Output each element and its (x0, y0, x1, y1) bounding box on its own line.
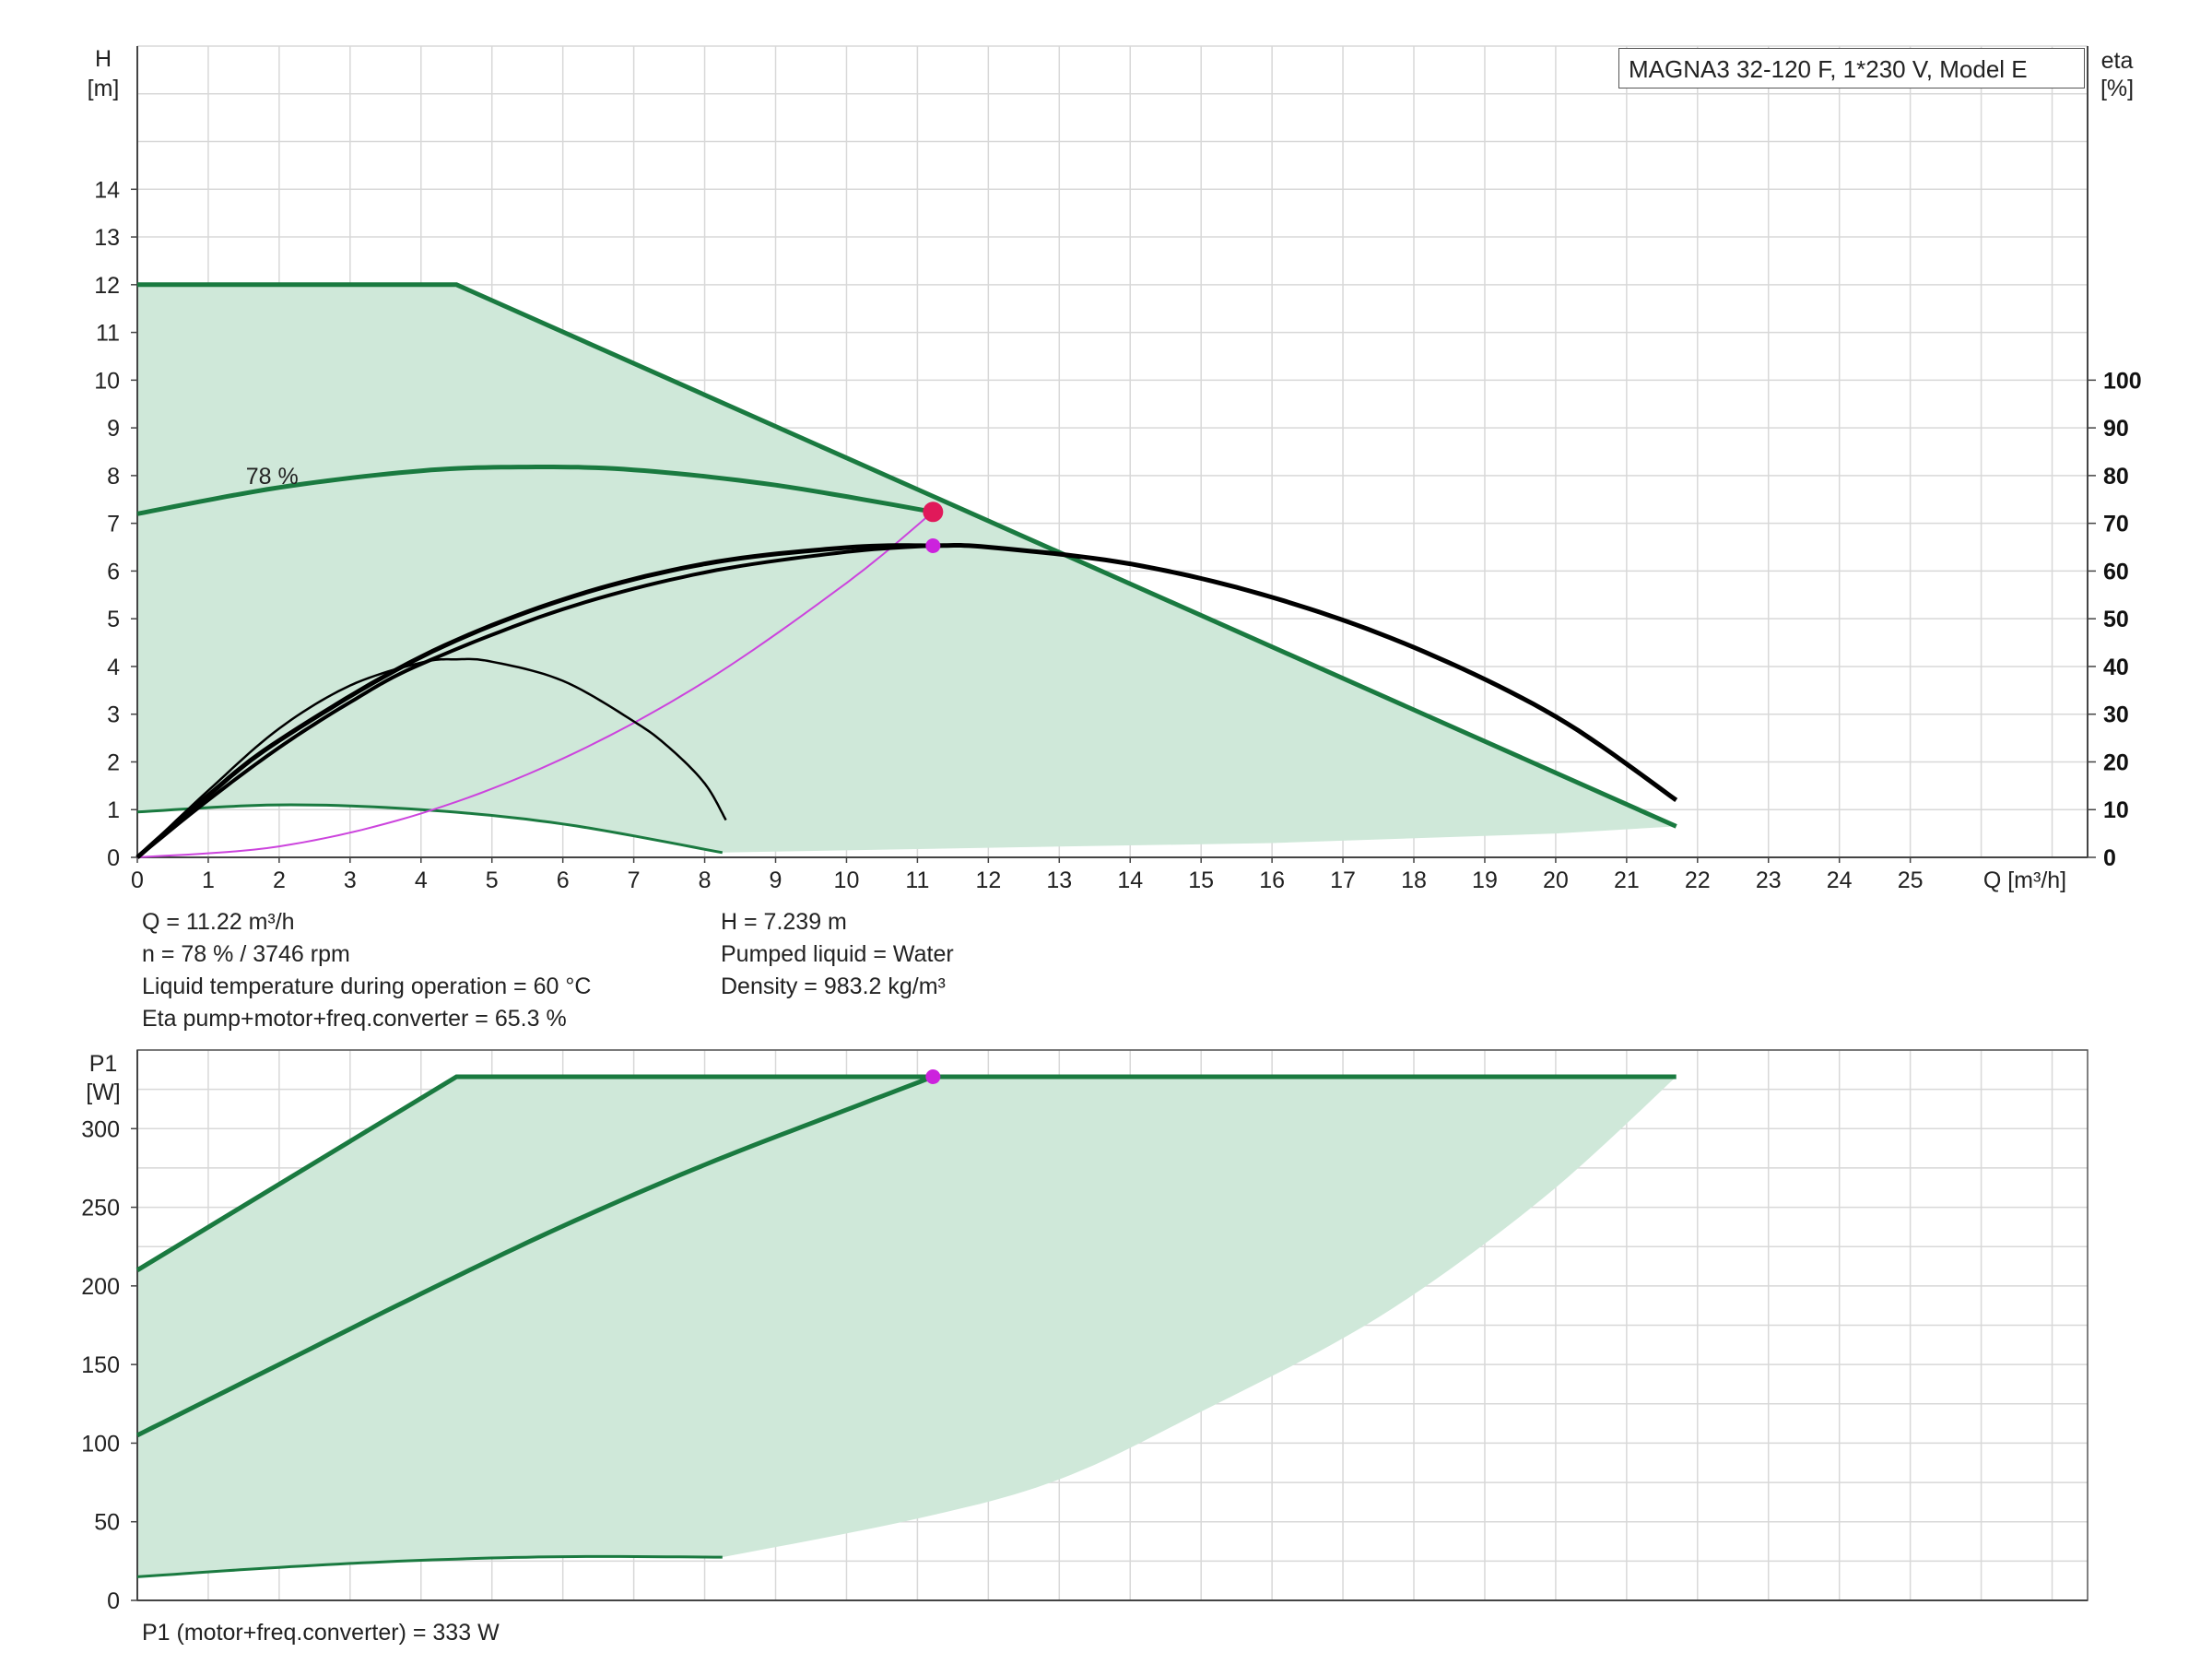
min-curve-line (136, 803, 724, 855)
eta-tick-label: 10 (2103, 797, 2129, 823)
info-flow: Q = 11.22 m³/h (142, 909, 295, 935)
operating-range-fill (137, 284, 1677, 857)
info-liquid-temp: Liquid temperature during operation = 60… (142, 974, 592, 999)
x-tick-label: 9 (770, 867, 782, 893)
power-y-tick-label: 300 (81, 1116, 120, 1142)
eta-tick-label: 50 (2103, 607, 2129, 632)
x-tick-label: 1 (202, 867, 215, 893)
system-curve-line (136, 511, 934, 858)
power-y-tick-label: 250 (81, 1196, 120, 1221)
x-tick-label: 24 (1827, 867, 1853, 893)
x-tick-label: 13 (1046, 867, 1072, 893)
y-tick-label: 3 (107, 702, 120, 728)
power-y-tick-label: 50 (94, 1510, 120, 1536)
y-tick-label: 2 (107, 749, 120, 775)
min-power-line (136, 1554, 723, 1578)
x-tick-label: 4 (415, 867, 428, 893)
eta-axis-unit: [%] (2100, 76, 2134, 101)
power-y-tick-label: 200 (81, 1274, 120, 1300)
info-pumped-liquid: Pumped liquid = Water (721, 941, 954, 967)
power-duty-point (925, 1068, 941, 1084)
eta-max-line (135, 543, 1678, 859)
y-tick-label: 0 (107, 845, 120, 871)
x-tick-label: 2 (273, 867, 286, 893)
info-head: H = 7.239 m (721, 909, 847, 935)
power-axis-unit: [W] (86, 1080, 121, 1105)
x-tick-label: 16 (1259, 867, 1285, 893)
x-tick-label: 23 (1756, 867, 1782, 893)
eta-tick-label: 100 (2103, 368, 2142, 394)
max-power-line (135, 1074, 1677, 1272)
x-tick-label: 20 (1543, 867, 1569, 893)
model-title-box: MAGNA3 32-120 F, 1*230 V, Model E (1618, 48, 2085, 89)
info-left: Q = 11.22 m³/h n = 78 % / 3746 rpm Liqui… (142, 906, 591, 1035)
info-speed: n = 78 % / 3746 rpm (142, 941, 350, 967)
y-tick-label: 11 (96, 321, 120, 347)
power-axis-label: P1 (89, 1051, 118, 1077)
eta-tick-label: 60 (2103, 559, 2129, 584)
x-tick-label: 10 (834, 867, 860, 893)
y-tick-label: 4 (107, 655, 120, 680)
eta-duty-line (135, 544, 934, 859)
eta-tick-label: 30 (2103, 702, 2129, 728)
power-y-tick-label: 0 (107, 1588, 120, 1614)
info-power: P1 (motor+freq.converter) = 333 W (142, 1620, 500, 1646)
x-tick-label: 12 (975, 867, 1001, 893)
duty-speed-curve-line (136, 465, 934, 516)
speed-annotation: 78 % (246, 464, 299, 490)
y-tick-label: 14 (94, 177, 120, 203)
eta-tick-label: 80 (2103, 464, 2129, 490)
power-y-tick-label: 100 (81, 1431, 120, 1457)
x-tick-label: 6 (557, 867, 570, 893)
eta-min-line (136, 657, 727, 858)
x-tick-label: 22 (1685, 867, 1711, 893)
y-tick-label: 13 (94, 225, 120, 251)
y-tick-label: 12 (94, 273, 120, 299)
eta-tick-label: 70 (2103, 512, 2129, 537)
eta-duty-point (925, 537, 941, 553)
duty-power-line (135, 1074, 935, 1438)
x-tick-label: 8 (699, 867, 712, 893)
x-tick-label: 17 (1330, 867, 1356, 893)
y-tick-label: 8 (107, 464, 120, 490)
y-axis-label: H (95, 46, 112, 72)
y-tick-label: 7 (107, 512, 120, 537)
y-tick-label: 10 (94, 368, 120, 394)
x-tick-label: 7 (628, 867, 641, 893)
y-tick-label: 1 (107, 797, 120, 823)
x-tick-label: 3 (344, 867, 357, 893)
x-tick-label: 0 (131, 867, 144, 893)
y-tick-label: 6 (107, 559, 120, 584)
x-tick-label: 25 (1898, 867, 1924, 893)
info-density: Density = 983.2 kg/m³ (721, 974, 946, 999)
eta-tick-label: 0 (2103, 845, 2116, 871)
info-eta: Eta pump+motor+freq.converter = 65.3 % (142, 1006, 567, 1032)
y-tick-label: 9 (107, 416, 120, 442)
x-tick-label: 15 (1188, 867, 1214, 893)
y-tick-label: 5 (107, 607, 120, 632)
info-right: H = 7.239 m Pumped liquid = Water Densit… (721, 906, 954, 1003)
max-curve-line (137, 282, 1677, 829)
eta-tick-label: 40 (2103, 655, 2129, 680)
x-axis-label: Q [m³/h] (1983, 867, 2066, 893)
x-tick-label: 14 (1117, 867, 1143, 893)
duty-point-marker (923, 502, 944, 523)
x-tick-label: 19 (1472, 867, 1498, 893)
x-tick-label: 11 (905, 867, 929, 893)
eta-tick-label: 90 (2103, 416, 2129, 442)
power-range-fill (137, 1077, 1677, 1577)
power-y-tick-label: 150 (81, 1352, 120, 1378)
y-axis-unit: [m] (88, 76, 120, 101)
x-tick-label: 18 (1401, 867, 1427, 893)
eta-axis-label: eta (2101, 48, 2134, 74)
x-tick-label: 21 (1614, 867, 1640, 893)
eta-tick-label: 20 (2103, 749, 2129, 775)
x-tick-label: 5 (486, 867, 499, 893)
